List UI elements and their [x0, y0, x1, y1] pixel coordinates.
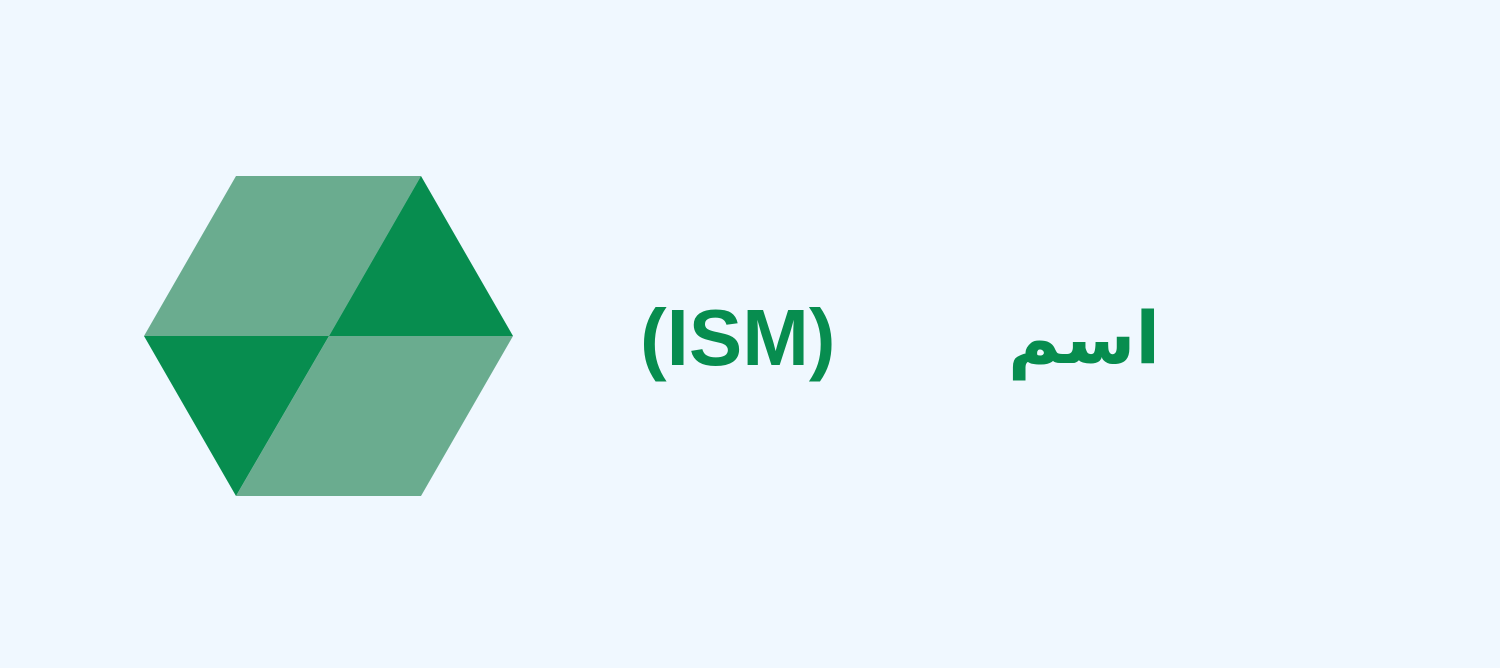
hexagon-upper-left-face — [144, 176, 421, 336]
hexagon-lower-right-face — [236, 336, 513, 496]
abbreviation-text: (ISM) — [640, 293, 836, 382]
arabic-word-text: اسم — [1008, 296, 1160, 380]
hexagon-upper-right-triangle — [329, 176, 513, 336]
hexagon-lower-left-triangle — [144, 336, 329, 496]
